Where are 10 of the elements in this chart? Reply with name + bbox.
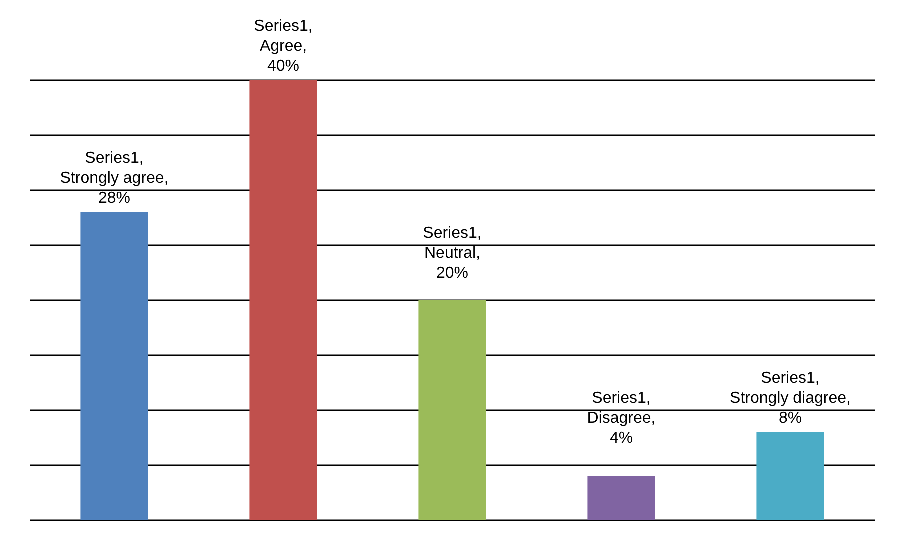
bar (756, 432, 824, 520)
bar (588, 476, 656, 520)
data-label: Series1, Disagree, 4% (587, 390, 656, 447)
bar (418, 300, 486, 520)
data-label: Series1, Neutral, 20% (423, 225, 482, 282)
data-label: Series1, Strongly agree, 28% (60, 150, 169, 207)
data-label: Series1, Agree, 40% (254, 18, 313, 75)
bar (250, 80, 318, 520)
bar (80, 212, 148, 520)
data-label: Series1, Strongly diagree, 8% (730, 370, 851, 427)
